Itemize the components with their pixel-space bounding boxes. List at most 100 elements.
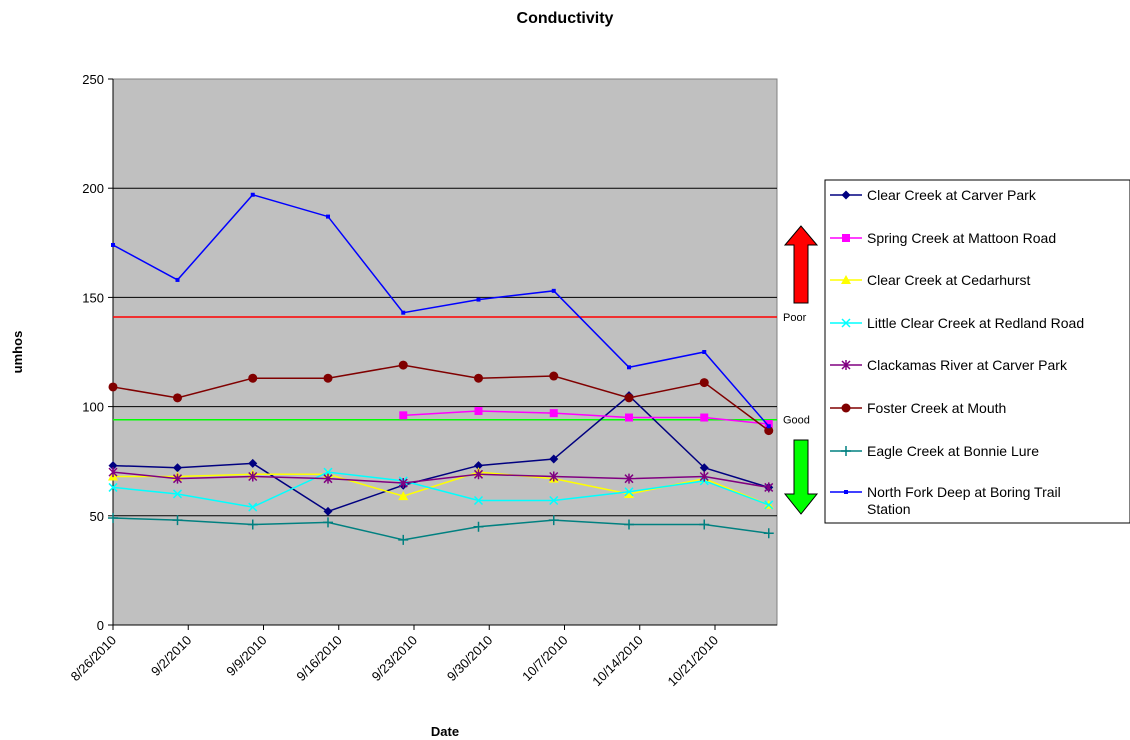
data-point: [764, 500, 774, 510]
data-point: [323, 467, 333, 477]
legend-item-8: North Fork Deep at Boring Trail Station: [830, 484, 1061, 517]
x-tick-label: 9/30/2010: [444, 633, 496, 685]
series-line: [112, 471, 770, 508]
data-point: [549, 409, 558, 418]
legend-label: North Fork Deep at Boring Trail Station: [867, 484, 1061, 517]
legend-item-5: Clackamas River at Carver Park: [830, 357, 1068, 373]
data-point: [111, 242, 115, 247]
legend-label: Clackamas River at Carver Park: [867, 357, 1068, 373]
plot-area: [112, 78, 778, 626]
data-point: [702, 350, 707, 354]
legend-swatch-marker: [841, 446, 851, 456]
data-point: [473, 495, 484, 506]
data-point: [763, 528, 774, 539]
y-tick-label: 150: [82, 290, 104, 305]
data-point: [549, 495, 559, 506]
x-tick-label: 9/23/2010: [369, 633, 421, 685]
data-point: [323, 473, 333, 484]
x-axis-title: Date: [431, 724, 459, 739]
series-line: [112, 394, 769, 513]
legend-item-2: Spring Creek at Mattoon Road: [830, 230, 1056, 246]
legend-swatch-marker: [841, 360, 851, 370]
data-point: [474, 373, 483, 383]
legend-item-3: Clear Creek at Cedarhurst: [830, 272, 1031, 288]
data-point: [175, 277, 180, 282]
data-point: [473, 521, 484, 532]
legend-item-6: Foster Creek at Mouth: [830, 400, 1006, 416]
x-axis-ticks: 8/26/2010 9/2/2010 9/9/2010 9/16/2010 9/23/2…: [68, 625, 721, 690]
legend: Clear Creek at Carver Park Spring Creek a…: [830, 187, 1084, 517]
data-point: [476, 297, 481, 302]
series-2: [399, 406, 773, 429]
data-point: [549, 454, 559, 464]
data-point: [624, 473, 634, 484]
data-point: [172, 515, 183, 526]
legend-label: Little Clear Creek at Redland Road: [867, 315, 1084, 331]
data-point: [398, 534, 409, 545]
data-point: [699, 519, 710, 530]
data-point: [700, 413, 709, 422]
legend-item-4: Little Clear Creek at Redland Road: [830, 315, 1084, 331]
data-point: [764, 426, 774, 436]
data-point: [401, 310, 406, 315]
data-point: [108, 467, 118, 478]
data-point: [624, 487, 634, 497]
legend-label: Spring Creek at Mattoon Road: [867, 230, 1056, 246]
data-point: [248, 458, 258, 468]
data-point: [398, 491, 409, 501]
series-6: [108, 360, 774, 436]
x-tick-label: 9/9/2010: [223, 633, 269, 679]
gridlines: [113, 187, 777, 517]
data-point: [699, 463, 709, 473]
x-tick-label: 8/26/2010: [68, 633, 120, 685]
series-1: [108, 391, 774, 516]
data-point: [764, 482, 774, 493]
data-point: [624, 488, 634, 498]
legend-swatch-marker: [844, 490, 848, 494]
data-point: [398, 360, 408, 370]
data-point: [624, 393, 634, 403]
data-point: [248, 471, 258, 482]
data-point: [473, 469, 484, 480]
data-point: [173, 393, 182, 403]
legend-swatch-marker: [841, 318, 851, 328]
legend-swatch-marker: [841, 275, 851, 284]
data-point: [627, 365, 631, 370]
legend-box: [824, 179, 1130, 524]
data-point: [172, 489, 183, 499]
y-axis-ticks: 0 50 100 150 200 250: [82, 72, 777, 633]
data-point: [173, 463, 182, 473]
data-point: [625, 413, 633, 422]
reference-lines: Poor Good: [113, 312, 810, 427]
data-point: [549, 471, 559, 482]
data-point: [549, 371, 559, 381]
data-point: [108, 461, 118, 471]
legend-item-1: Clear Creek at Carver Park: [830, 187, 1037, 203]
legend-swatch-marker: [842, 234, 850, 242]
x-tick-label: 10/14/2010: [589, 633, 646, 690]
legend-item-7: Eagle Creek at Bonnie Lure: [830, 443, 1039, 459]
series-8: [111, 192, 771, 429]
data-point: [699, 471, 709, 482]
data-point: [108, 482, 118, 492]
data-point: [248, 373, 258, 383]
series-line: [112, 364, 770, 432]
data-point: [474, 406, 483, 415]
y-tick-label: 50: [90, 509, 104, 524]
y-axis-title: umhos: [10, 331, 25, 374]
data-point: [326, 214, 330, 219]
legend-swatch-marker: [841, 403, 851, 413]
x-tick-label: 9/2/2010: [148, 633, 194, 679]
x-tick-label: 10/21/2010: [664, 633, 721, 690]
data-point: [551, 288, 556, 293]
series-7: [108, 512, 774, 545]
series-line: [112, 471, 769, 489]
data-point: [323, 373, 333, 383]
data-point: [108, 512, 118, 523]
data-point: [764, 420, 773, 429]
data-point: [624, 519, 634, 530]
series-line: [112, 193, 770, 427]
indicator-arrows: [783, 225, 819, 515]
y-tick-label: 250: [82, 72, 104, 87]
